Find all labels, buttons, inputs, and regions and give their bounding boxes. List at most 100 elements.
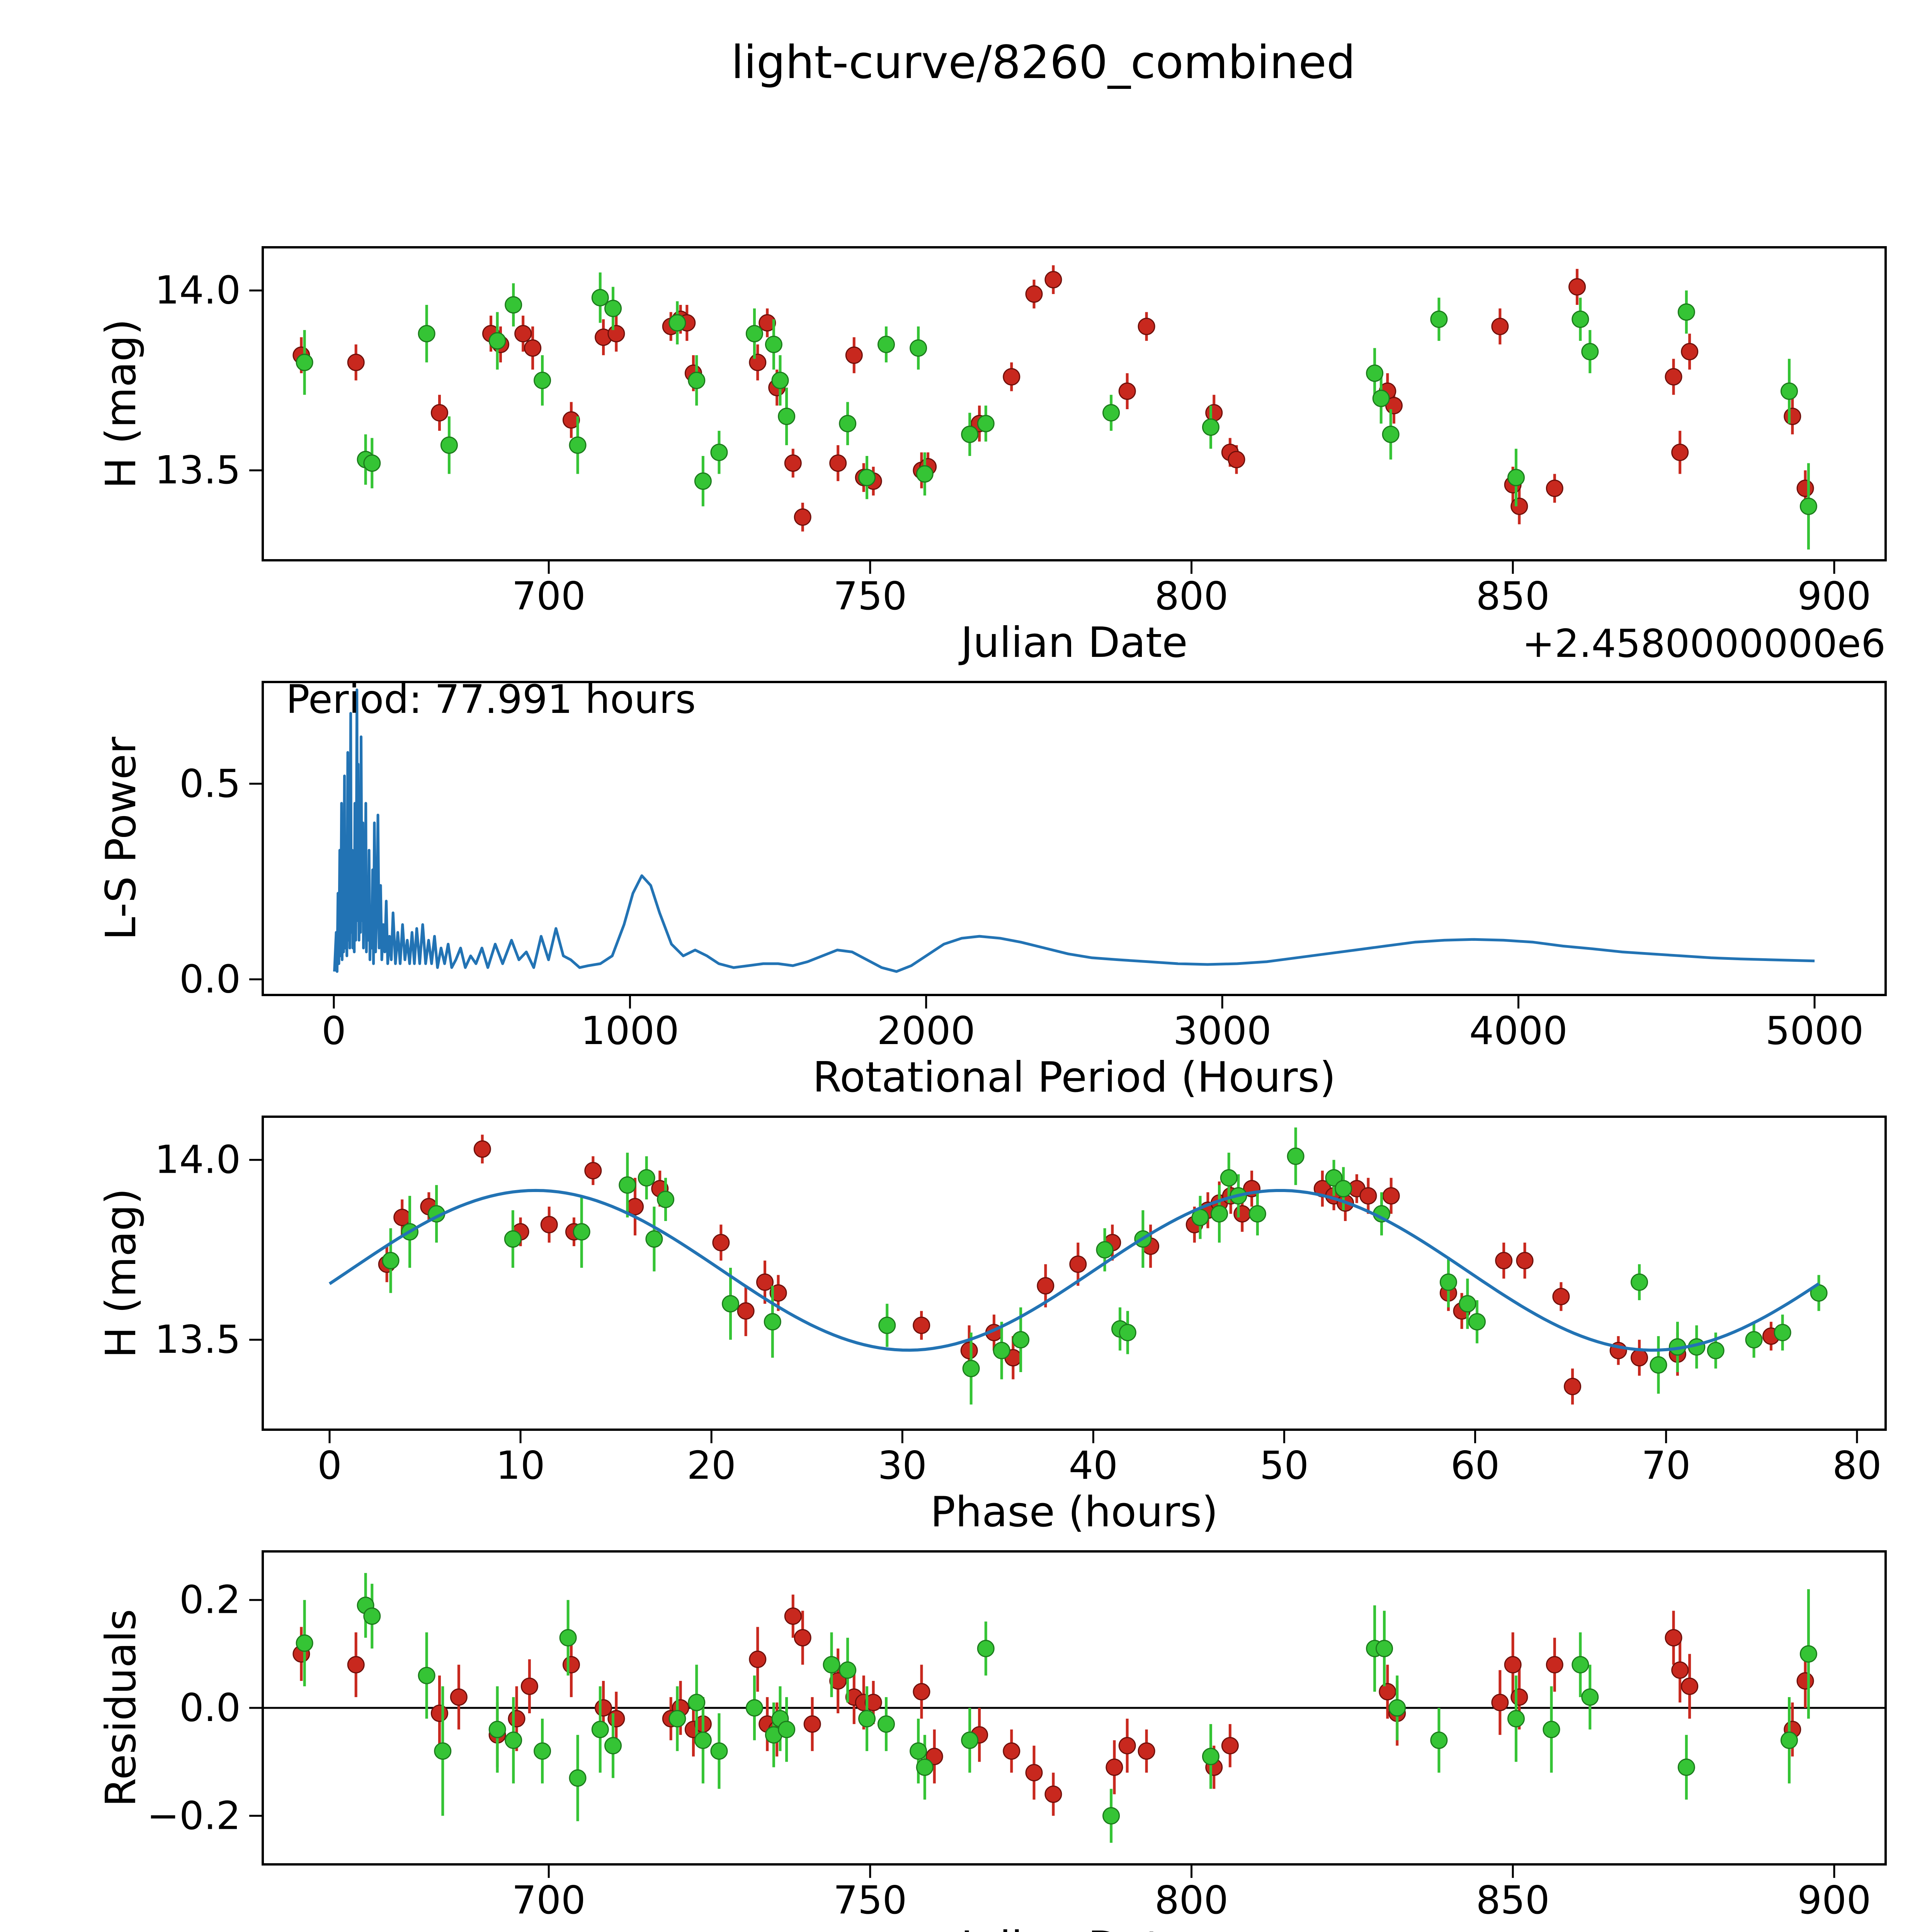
data-point xyxy=(1799,1645,1817,1663)
data-point xyxy=(626,1198,644,1216)
data-point xyxy=(993,1342,1010,1359)
x-tick-label: 900 xyxy=(1797,1878,1871,1923)
data-point xyxy=(473,1140,491,1158)
y-tick-label: 0.0 xyxy=(179,1685,241,1730)
x-tick-label: 750 xyxy=(833,573,907,619)
data-point xyxy=(1780,382,1798,400)
data-point xyxy=(688,1694,706,1711)
data-point xyxy=(1459,1295,1476,1313)
data-point xyxy=(694,472,712,490)
data-point xyxy=(961,425,979,443)
panel-4: 700 750 800 850 900 −0.2 0.0 0.2 Julian Date +2.4… xyxy=(97,1550,1887,1932)
data-point xyxy=(595,1699,612,1717)
data-point xyxy=(977,1639,995,1657)
data-point xyxy=(756,1273,774,1291)
data-point xyxy=(745,1699,763,1717)
data-point xyxy=(607,1710,625,1728)
data-point xyxy=(1774,1324,1791,1342)
data-point xyxy=(1105,1759,1123,1776)
data-point xyxy=(645,1230,663,1248)
data-point xyxy=(1228,451,1245,468)
data-point xyxy=(604,1737,622,1755)
data-point xyxy=(562,1656,580,1673)
data-point xyxy=(534,1742,551,1760)
x-tick-label: 50 xyxy=(1260,1443,1309,1488)
data-point xyxy=(1044,271,1062,289)
x-tick-label: 700 xyxy=(512,1878,586,1923)
data-point xyxy=(1372,389,1390,407)
series-green xyxy=(296,1573,1817,1843)
x-tick-label: 2000 xyxy=(877,1008,976,1053)
data-point xyxy=(845,346,863,364)
data-point xyxy=(962,1360,980,1378)
data-point xyxy=(488,1721,506,1738)
data-point xyxy=(514,325,532,342)
data-point xyxy=(1102,404,1120,422)
data-point xyxy=(910,1742,927,1760)
data-point xyxy=(1571,1656,1589,1673)
y-axis-label: L-S Power xyxy=(97,736,145,940)
data-point xyxy=(440,436,458,454)
data-point xyxy=(434,1742,452,1760)
data-point xyxy=(1119,1324,1136,1342)
fit-curve xyxy=(328,1189,1820,1352)
data-point xyxy=(1796,480,1814,497)
data-point xyxy=(1211,1205,1228,1223)
x-axis-offset-label: +2.4580000000e6 xyxy=(1522,1925,1886,1932)
data-point xyxy=(1780,1731,1798,1749)
data-point xyxy=(778,408,796,425)
data-point xyxy=(1118,1737,1136,1755)
data-point xyxy=(1799,497,1817,515)
data-point xyxy=(1202,418,1219,436)
data-point xyxy=(1439,1273,1457,1291)
data-point xyxy=(1220,1169,1238,1187)
series-red xyxy=(293,1594,1814,1816)
data-point xyxy=(1507,469,1525,486)
data-point xyxy=(504,1230,522,1248)
x-tick-label: 40 xyxy=(1069,1443,1118,1488)
data-point xyxy=(1681,1677,1699,1695)
data-point xyxy=(839,1661,857,1679)
axes-frame xyxy=(262,246,1887,561)
y-tick-label: 0.0 xyxy=(179,957,241,1002)
y-tick-label: 14.0 xyxy=(155,1137,241,1182)
data-point xyxy=(1138,318,1155,335)
data-point xyxy=(1359,1187,1377,1205)
data-point xyxy=(1382,425,1400,443)
x-tick-label: 800 xyxy=(1155,573,1228,619)
x-axis-label: Julian Date xyxy=(958,619,1187,667)
data-point xyxy=(913,1683,930,1701)
data-point xyxy=(1631,1273,1648,1291)
data-point xyxy=(749,1650,767,1668)
data-point xyxy=(688,371,706,389)
data-point xyxy=(916,465,934,483)
x-axis-label: Phase (hours) xyxy=(930,1488,1218,1536)
y-tick-label: 13.5 xyxy=(155,1317,241,1362)
data-point xyxy=(712,1234,730,1252)
y-axis-label: Residuals xyxy=(97,1609,145,1807)
data-point xyxy=(1546,480,1563,497)
x-tick-label: 0 xyxy=(321,1008,346,1053)
data-point xyxy=(382,1252,400,1269)
data-point xyxy=(823,1656,840,1673)
data-point xyxy=(1510,1688,1528,1706)
data-point xyxy=(1677,1759,1695,1776)
x-tick-label: 70 xyxy=(1641,1443,1690,1488)
data-point xyxy=(710,1742,728,1760)
data-point xyxy=(1568,278,1586,296)
data-point xyxy=(1650,1356,1667,1374)
data-point xyxy=(1382,1187,1400,1205)
data-point xyxy=(488,332,506,350)
data-point xyxy=(1745,1331,1763,1349)
x-tick-label: 3000 xyxy=(1173,1008,1272,1053)
data-point xyxy=(1102,1807,1120,1825)
data-point xyxy=(584,1162,602,1180)
y-tick-label: 0.2 xyxy=(179,1577,241,1622)
y-axis-label: H (mag) xyxy=(97,1188,145,1358)
data-point xyxy=(540,1216,558,1233)
x-tick-label: 750 xyxy=(833,1878,907,1923)
data-point xyxy=(803,1715,821,1733)
x-axis-label: Rotational Period (Hours) xyxy=(813,1053,1336,1102)
data-point xyxy=(1025,285,1043,303)
